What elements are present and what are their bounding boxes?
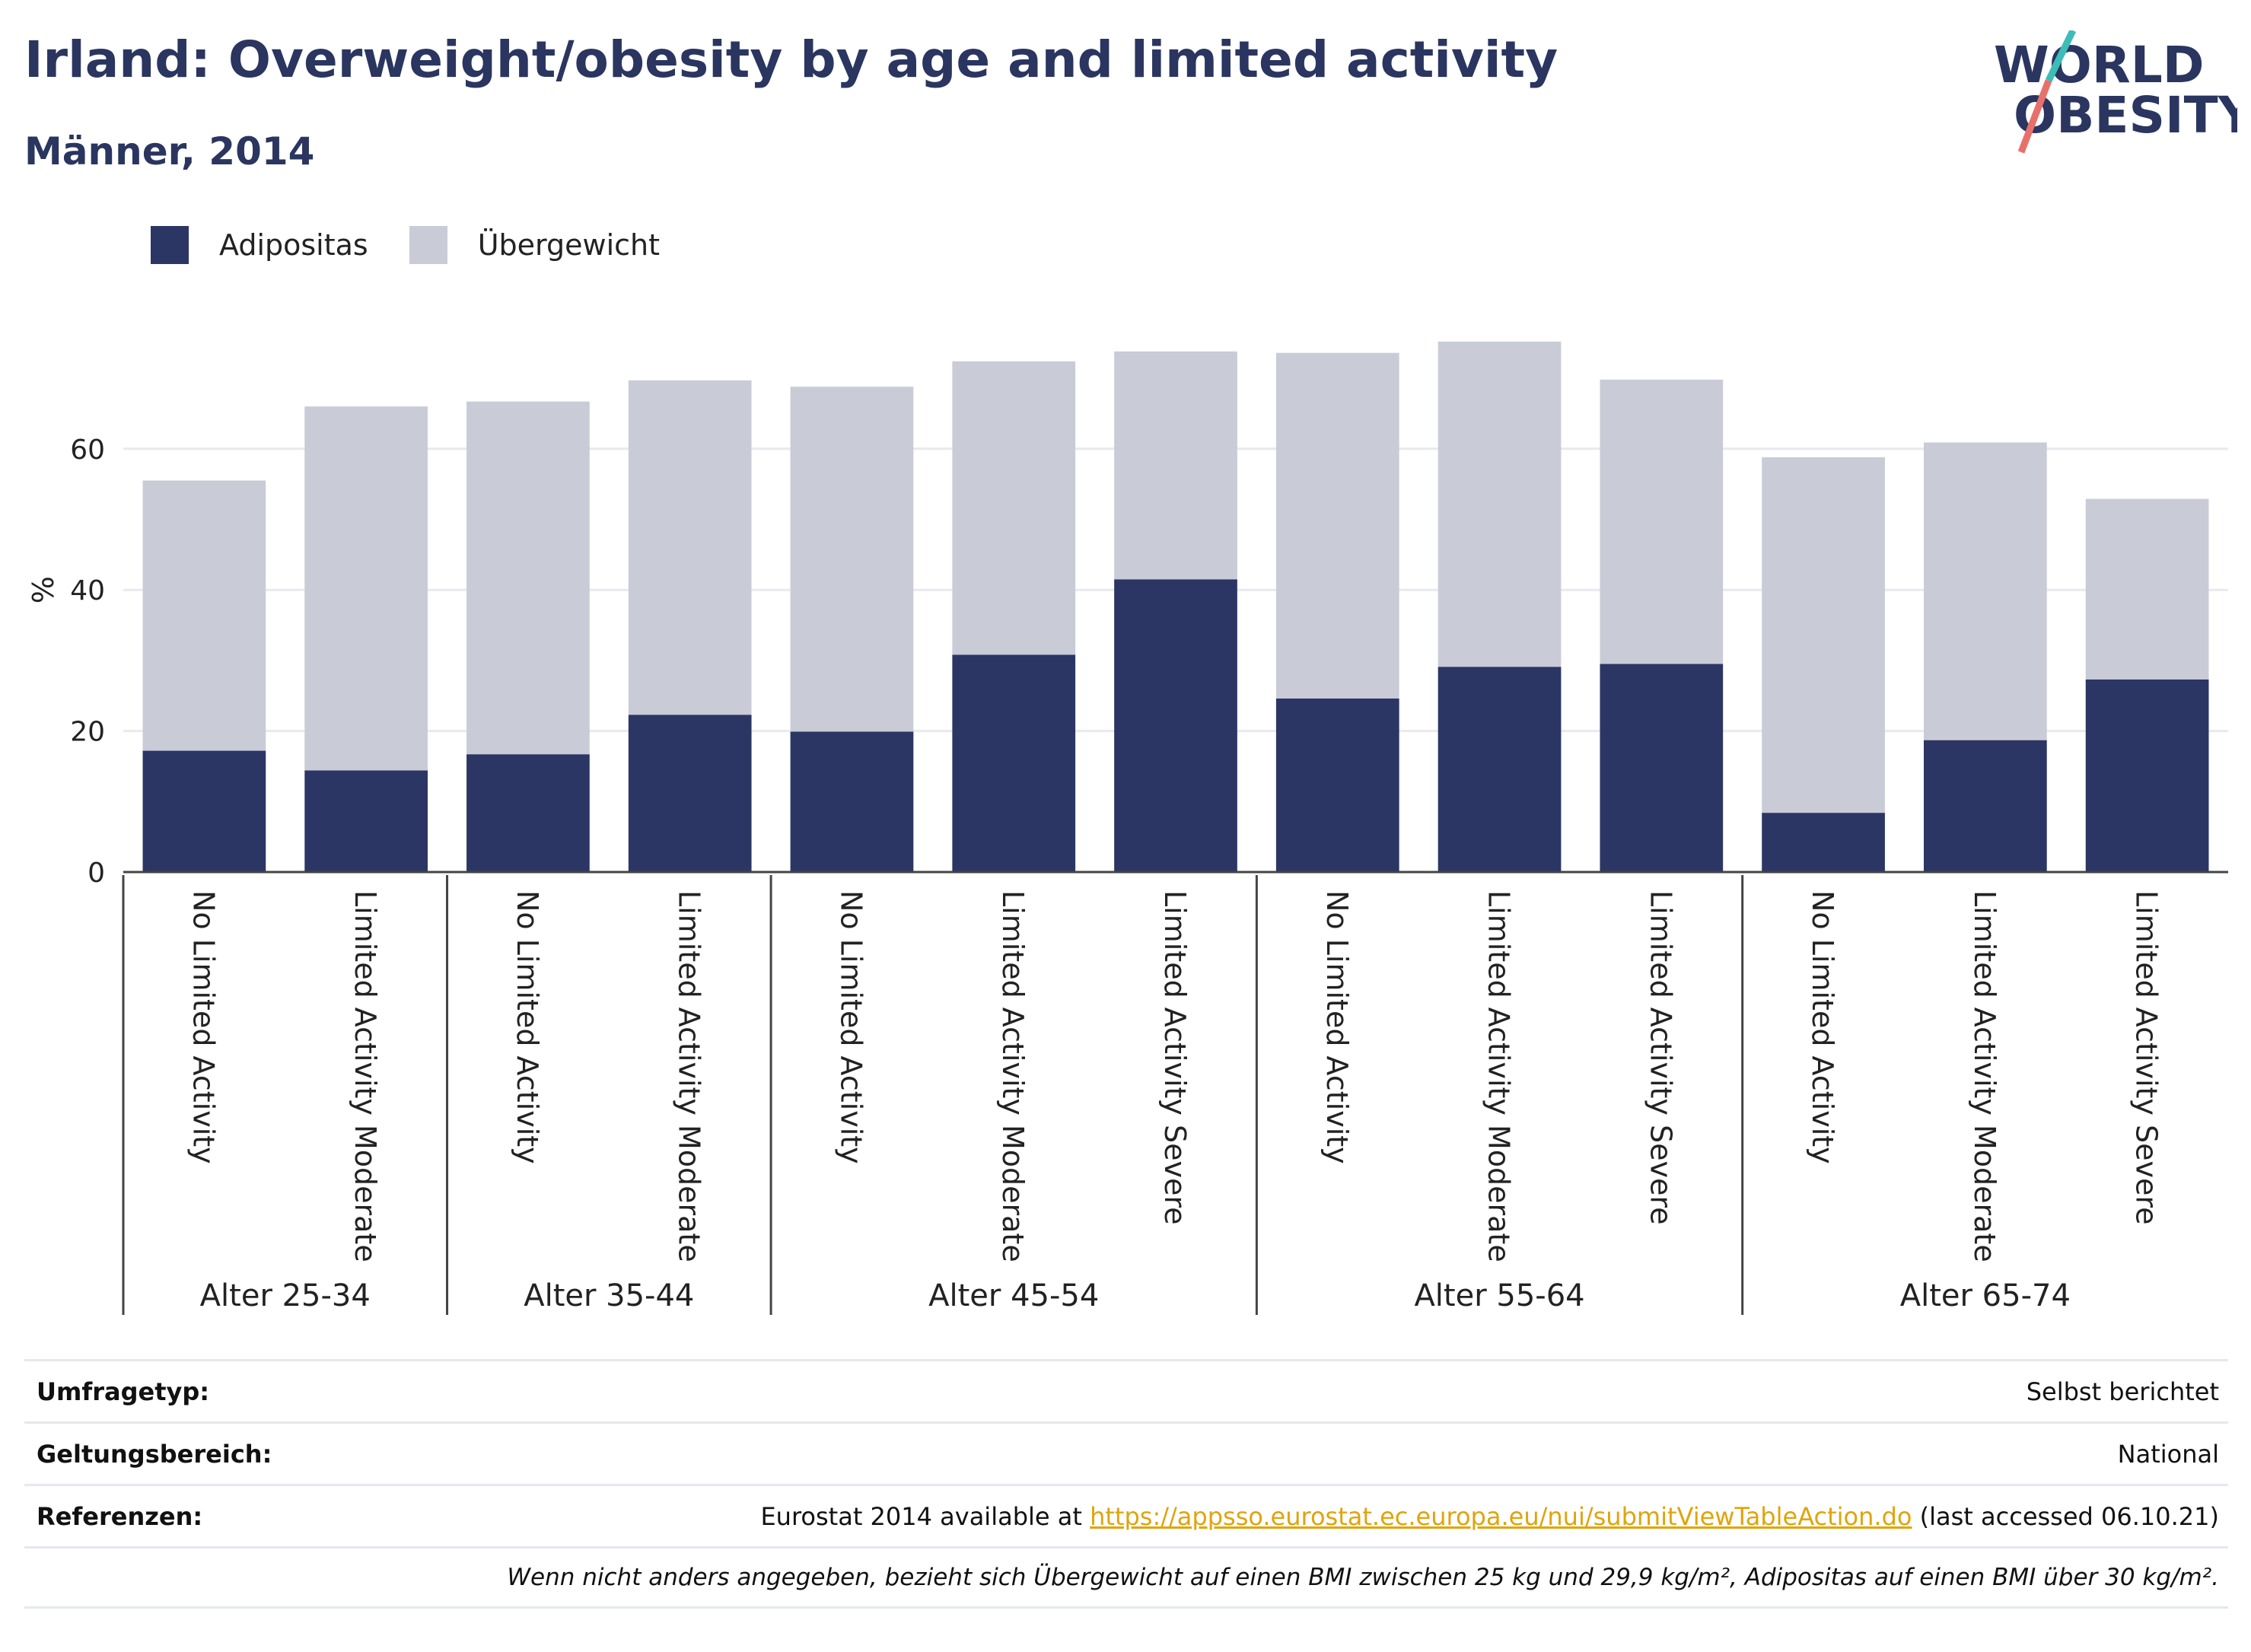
bar-uebergewicht <box>1762 457 1885 813</box>
info-value-survey-type: Selbst berichtet <box>2026 1377 2219 1406</box>
bar-uebergewicht <box>952 361 1076 655</box>
bar-adipositas <box>1114 579 1237 872</box>
legend-label-adipositas: Adipositas <box>219 228 368 262</box>
x-category-label: Limited Activity Moderate <box>349 890 382 1262</box>
x-category-label: No Limited Activity <box>511 890 544 1164</box>
y-tick-label: 40 <box>70 575 105 606</box>
info-label-coverage: Geltungsbereich: <box>37 1439 272 1469</box>
reference-suffix: (last accessed 06.10.21) <box>1912 1501 2219 1531</box>
bar-adipositas <box>1923 740 2047 872</box>
x-category-label: No Limited Activity <box>186 890 220 1164</box>
logo-slash-red <box>2017 79 2052 154</box>
x-group-label: Alter 35-44 <box>524 1278 694 1313</box>
y-axis-label: % <box>27 576 60 603</box>
bar-adipositas <box>1275 698 1399 872</box>
info-row-survey-type: Umfragetyp: Selbst berichtet <box>24 1359 2228 1421</box>
stacked-bar-chart: 0 20 40 60% No Limited Activity Limited Activ… <box>27 341 2228 1315</box>
bar-adipositas <box>1438 667 1562 872</box>
x-group-label: Alter 45-54 <box>928 1278 1099 1313</box>
world-obesity-logo: WORLD OBESITY <box>1994 30 2237 154</box>
legend-swatch-adipositas <box>151 226 189 264</box>
y-tick-label: 0 <box>88 858 105 889</box>
legend-swatch-uebergewicht <box>409 226 447 264</box>
x-group-label: Alter 55-64 <box>1414 1278 1584 1313</box>
bar-adipositas <box>2085 679 2209 872</box>
chart-subtitle: Männer, 2014 <box>24 129 315 173</box>
bar-uebergewicht <box>1275 352 1399 699</box>
x-category-label: Limited Activity Moderate <box>1968 890 2001 1262</box>
bar-uebergewicht <box>2085 498 2209 680</box>
legend-item-adipositas[interactable]: Adipositas <box>151 226 368 264</box>
bar-uebergewicht <box>466 401 590 755</box>
bar-uebergewicht <box>1114 351 1237 580</box>
bar-adipositas <box>628 715 752 872</box>
bar-uebergewicht <box>142 480 266 751</box>
logo-text-world: WORLD <box>1994 36 2205 94</box>
x-group-label: Alter 65-74 <box>1900 1278 2071 1313</box>
chart-title: Irland: Overweight/obesity by age and li… <box>24 30 1559 89</box>
bar-adipositas <box>952 654 1076 872</box>
info-row-note: Wenn nicht anders angegeben, bezieht sic… <box>24 1546 2228 1609</box>
x-category-label: No Limited Activity <box>1320 890 1354 1164</box>
reference-link[interactable]: https://appsso.eurostat.ec.europa.eu/nui… <box>1090 1501 1912 1531</box>
x-category-label: Limited Activity Severe <box>2130 890 2163 1225</box>
reference-prefix: Eurostat 2014 available at <box>760 1501 1090 1531</box>
bar-adipositas <box>142 750 266 872</box>
legend-item-uebergewicht[interactable]: Übergewicht <box>409 226 660 264</box>
x-category-label: Limited Activity Moderate <box>673 890 706 1262</box>
x-group-label: Alter 25-34 <box>200 1278 371 1313</box>
bar-adipositas <box>790 731 914 872</box>
legend-label-uebergewicht: Übergewicht <box>477 228 660 262</box>
bar-adipositas <box>304 770 428 872</box>
bar-adipositas <box>1762 813 1885 872</box>
logo-slash-teal <box>2045 30 2077 82</box>
bar-adipositas <box>1600 664 1724 872</box>
bar-uebergewicht <box>1438 341 1562 667</box>
info-row-coverage: Geltungsbereich: National <box>24 1421 2228 1484</box>
x-category-label: Limited Activity Moderate <box>1482 890 1516 1262</box>
bar-uebergewicht <box>628 380 752 715</box>
info-row-references: Referenzen: Eurostat 2014 available at h… <box>24 1484 2228 1546</box>
bmi-definition-note: Wenn nicht anders angegeben, bezieht sic… <box>507 1564 2219 1591</box>
x-category-label: Limited Activity Severe <box>1158 890 1192 1225</box>
info-value-references: Eurostat 2014 available at https://appss… <box>760 1502 2219 1531</box>
x-category-label: No Limited Activity <box>1806 890 1839 1164</box>
y-tick-label: 60 <box>70 434 105 466</box>
bar-uebergewicht <box>304 406 428 771</box>
info-label-references: Referenzen: <box>37 1501 203 1531</box>
bar-uebergewicht <box>1600 379 1724 664</box>
bar-uebergewicht <box>790 387 914 732</box>
x-category-label: No Limited Activity <box>834 890 868 1164</box>
logo-text-obesity: OBESITY <box>2014 86 2237 145</box>
x-category-label: Limited Activity Severe <box>1644 890 1677 1225</box>
y-tick-label: 20 <box>70 717 105 748</box>
bar-adipositas <box>466 754 590 872</box>
info-value-coverage: National <box>2117 1439 2219 1469</box>
bar-uebergewicht <box>1923 442 2047 740</box>
x-category-label: Limited Activity Moderate <box>996 890 1030 1262</box>
info-label-survey-type: Umfragetyp: <box>37 1377 210 1406</box>
chart-legend: Adipositas Übergewicht <box>151 222 701 268</box>
info-table: Umfragetyp: Selbst berichtet Geltungsber… <box>24 1359 2228 1609</box>
